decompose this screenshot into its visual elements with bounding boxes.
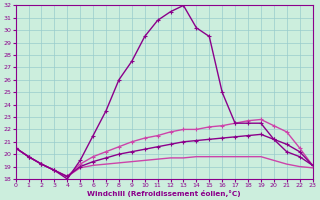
X-axis label: Windchill (Refroidissement éolien,°C): Windchill (Refroidissement éolien,°C) <box>87 190 241 197</box>
